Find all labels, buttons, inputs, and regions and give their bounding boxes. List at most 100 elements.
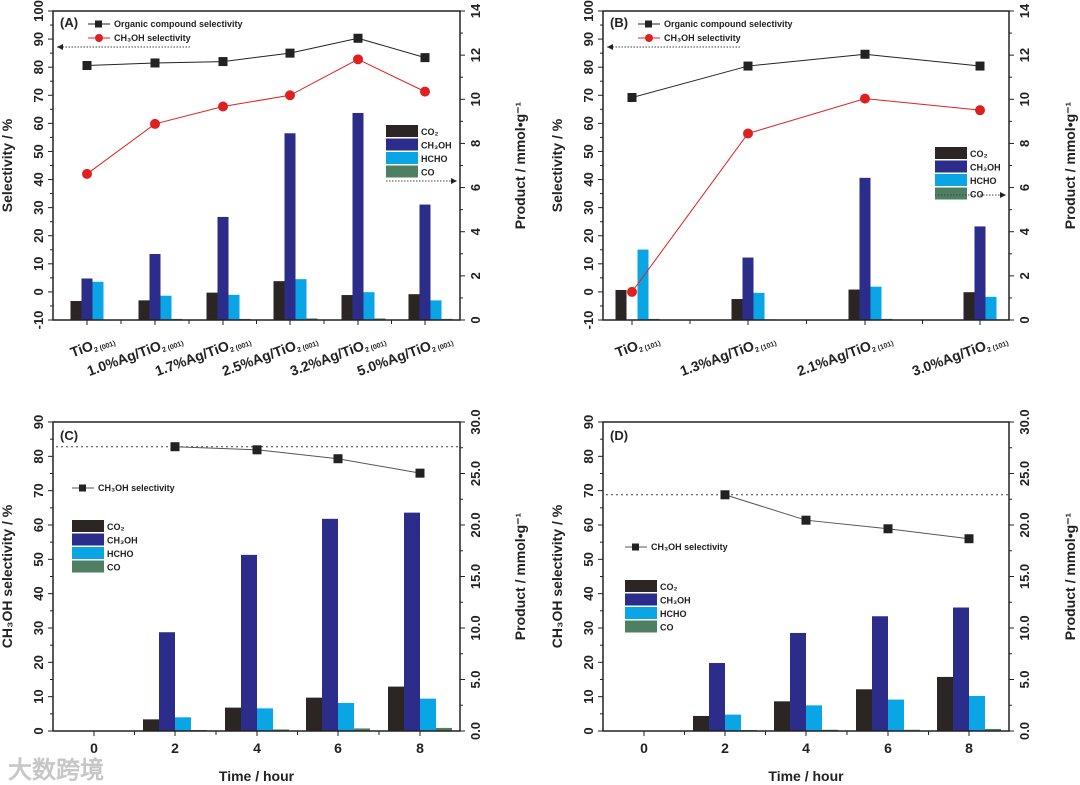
- y-left-tick-label: 80: [581, 449, 596, 463]
- legend-label: CO₂: [660, 582, 678, 592]
- x-category-label: 2: [721, 740, 729, 756]
- bar-co2: [273, 281, 285, 320]
- bar-hcho: [175, 717, 191, 731]
- y-left-tick-label: 30: [581, 200, 596, 214]
- panel-c: 01020304050607080900.05.010.015.020.025.…: [0, 409, 528, 784]
- data-point-square: [333, 454, 343, 464]
- y-left-tick-label: 80: [581, 60, 596, 74]
- bar-co2: [138, 300, 150, 320]
- bar-co2: [963, 292, 975, 320]
- y-left-tick-label: 20: [31, 655, 46, 669]
- y-left-tick-label: 0: [31, 288, 46, 295]
- bar-co2: [774, 701, 790, 731]
- bar-co2: [70, 301, 82, 320]
- y-right-axis-title: Product / mmol•g⁻¹: [512, 101, 528, 229]
- data-point-square: [627, 93, 637, 103]
- y-right-tick-label: 2: [1017, 272, 1032, 279]
- bar-co2: [615, 289, 627, 320]
- y-left-tick-label: 50: [581, 552, 596, 566]
- legend-swatch-co2: [625, 580, 657, 592]
- bar-co2: [408, 294, 420, 320]
- series-line: [86, 37, 426, 66]
- legend-label: HCHO: [970, 176, 997, 186]
- panel-label: (D): [610, 428, 628, 443]
- data-point-square: [883, 524, 893, 534]
- legend-label: CH₃OH: [421, 141, 452, 151]
- data-point-square: [964, 534, 974, 544]
- bar-ch3oh: [872, 616, 888, 731]
- data-point-square: [420, 53, 430, 63]
- data-point-square: [285, 48, 295, 58]
- y-right-tick-label: 6: [468, 184, 483, 191]
- category-main: 3.0%Ag/TiO: [910, 337, 988, 379]
- y-left-tick-label: 40: [581, 172, 596, 186]
- y-right-tick-label: 0.0: [1017, 722, 1032, 740]
- panel-b: -10010203040506070809010002468101214TiO2…: [549, 0, 1078, 379]
- category-main: TiO: [68, 337, 95, 360]
- legend-square-marker: [645, 20, 652, 28]
- y-right-tick-label: 8: [1017, 140, 1032, 147]
- legend-swatch-co: [625, 620, 657, 633]
- bar-co2: [206, 292, 218, 320]
- y-left-tick-label: 70: [31, 88, 46, 102]
- y-left-tick-label: 30: [581, 621, 596, 635]
- y-right-axis-title: Product / mmol•g⁻¹: [1062, 101, 1078, 229]
- category-subscript: 2 (101): [638, 340, 661, 354]
- y-left-tick-label: 90: [581, 415, 596, 429]
- bar-co2: [937, 676, 953, 731]
- y-left-tick-label: 60: [581, 518, 596, 532]
- legend-label: CH₃OH selectivity: [114, 33, 191, 43]
- y-left-tick-label: -10: [31, 311, 46, 330]
- legend-label: HCHO: [421, 154, 448, 164]
- bar-hcho: [420, 698, 436, 731]
- legend-swatch-hcho: [72, 547, 104, 559]
- bar-hcho: [637, 249, 649, 320]
- bar-hcho: [985, 296, 997, 320]
- legend-label: CO: [970, 190, 984, 200]
- bar-co2: [731, 299, 743, 320]
- bar-ch3oh: [284, 133, 296, 320]
- y-left-tick-label: 90: [581, 32, 596, 46]
- watermark: 大数跨境: [8, 756, 104, 784]
- legend-label: CH₃OH selectivity: [664, 33, 741, 43]
- panel-label: (C): [60, 428, 78, 443]
- category-main: 5.0%Ag/TiO: [355, 337, 433, 379]
- y-right-tick-label: 30.0: [468, 409, 483, 434]
- category-subscript: 2 (001): [431, 340, 454, 354]
- legend-square-marker: [79, 484, 86, 492]
- legend-label: CO: [107, 563, 121, 573]
- bar-hcho: [257, 708, 273, 731]
- y-left-axis-title: CH₃OH selectivity / %: [549, 504, 565, 648]
- bar-ch3oh: [404, 512, 420, 731]
- bar-hcho: [969, 695, 985, 731]
- legend-swatch-hcho: [386, 152, 418, 164]
- y-left-tick-label: 60: [31, 518, 46, 532]
- y-left-tick-label: 100: [31, 0, 46, 22]
- left-axis-arrow-head-icon: [57, 44, 63, 50]
- legend-label: CH₃OH: [107, 536, 138, 546]
- data-point-circle: [743, 128, 753, 139]
- legend-label: HCHO: [660, 609, 687, 619]
- category-subscript: 2 (001): [161, 340, 184, 354]
- category-main: TiO: [613, 337, 640, 360]
- y-left-tick-label: 60: [31, 116, 46, 130]
- series-line: [631, 53, 981, 99]
- legend-circle-marker: [95, 34, 103, 42]
- y-left-tick-label: 90: [31, 415, 46, 429]
- legend-label: CH₃OH: [660, 596, 691, 606]
- bar-co2: [388, 686, 404, 731]
- legend-label: CH₃OH selectivity: [98, 483, 175, 493]
- legend-label: CH₃OH selectivity: [651, 542, 728, 552]
- y-right-tick-label: 12: [468, 48, 483, 62]
- data-point-circle: [150, 118, 160, 129]
- right-axis-arrow-head-icon: [1000, 192, 1006, 198]
- category-subscript: 2 (001): [296, 340, 319, 354]
- data-point-square: [975, 61, 985, 71]
- legend-square-marker: [632, 543, 639, 551]
- bar-ch3oh: [241, 554, 257, 731]
- y-right-tick-label: 20.0: [468, 512, 483, 537]
- bar-hcho: [430, 300, 442, 320]
- bar-co2: [225, 707, 241, 731]
- legend-label: CO: [660, 623, 674, 633]
- data-point-square: [218, 57, 228, 67]
